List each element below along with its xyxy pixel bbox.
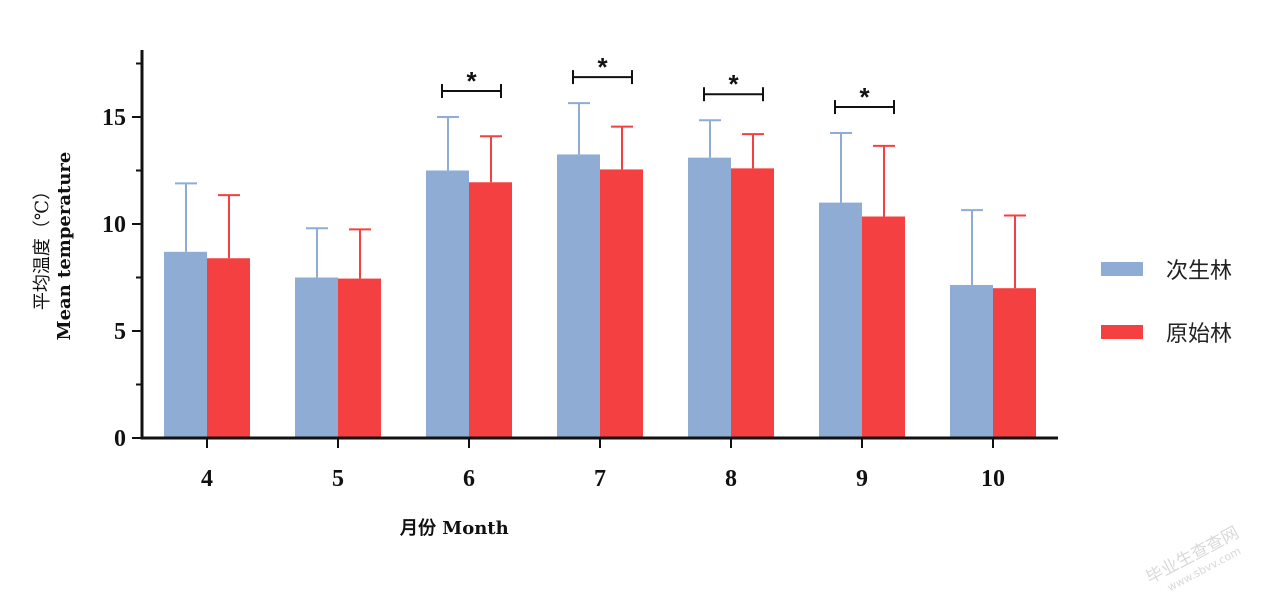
y-axis-title-line1: 平均温度（℃） [32,182,53,310]
legend-swatch-secondary-forest [1101,262,1143,276]
axes-group: 0 5 10 15 4 5 6 7 8 9 10 [102,50,1058,492]
sig-star-9: * [859,82,870,112]
bar-secondary-8 [688,157,731,438]
y-tick-label-10: 10 [102,212,126,238]
bars-group [164,154,1036,439]
error-bars-group [175,102,1026,289]
y-axis-title-group: 平均温度（℃） Mean temperature [32,152,75,341]
x-tick-label-5: 5 [332,466,344,492]
sig-star-7: * [597,52,608,82]
x-tick-label-7: 7 [594,466,606,492]
bar-primary-6 [469,182,512,438]
bar-primary-7 [600,169,643,438]
y-tick-label-0: 0 [114,426,126,452]
sig-star-8: * [728,69,739,99]
bar-primary-5 [338,278,381,438]
x-tick-label-4: 4 [201,466,213,492]
bar-secondary-5 [295,277,338,438]
bar-secondary-9 [819,202,862,438]
x-axis-title: 月份 Month [399,517,509,539]
legend-label-secondary-forest: 次生林 [1166,259,1232,284]
legend-label-primary-forest: 原始林 [1166,322,1232,347]
sig-star-6: * [466,66,477,96]
y-axis-title-line2: Mean temperature [54,152,75,341]
y-tick-label-15: 15 [102,105,126,131]
bar-primary-9 [862,216,905,438]
bar-secondary-7 [557,154,600,438]
x-tick-label-6: 6 [463,466,475,492]
legend: 次生林 原始林 [1101,259,1232,347]
bar-secondary-4 [164,251,207,438]
legend-swatch-primary-forest [1101,325,1143,339]
y-tick-label-5: 5 [114,319,126,345]
bar-primary-8 [731,168,774,439]
x-tick-label-10: 10 [981,466,1005,492]
significance-group: * * * * [441,52,895,115]
bar-secondary-6 [426,170,469,438]
watermark: 毕业生查查网 www.sbvv.com [1143,523,1243,594]
bar-secondary-10 [950,284,993,438]
x-tick-label-9: 9 [856,466,868,492]
bar-primary-10 [993,288,1036,438]
x-tick-label-8: 8 [725,466,737,492]
bar-primary-4 [207,258,250,438]
